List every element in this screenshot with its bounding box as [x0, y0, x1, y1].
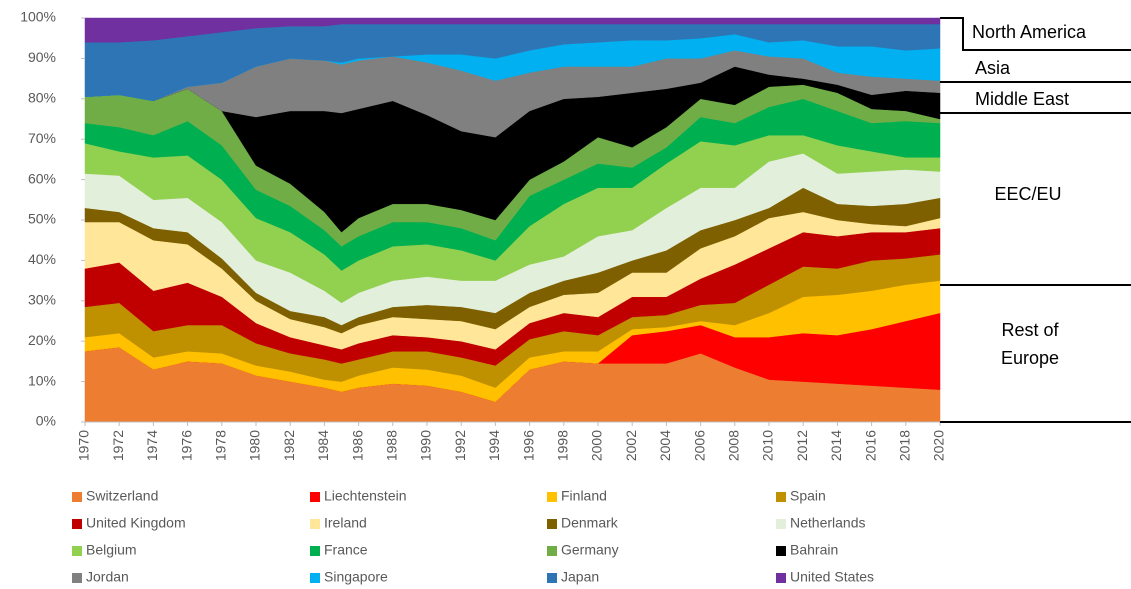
legend-label: Switzerland — [86, 488, 158, 504]
legend-swatch — [310, 492, 320, 502]
bracket — [940, 17, 1131, 51]
x-tick-label: 1996 — [520, 430, 536, 461]
legend-swatch — [547, 546, 557, 556]
x-tick-label: 1976 — [178, 430, 194, 461]
x-tick-label: 2002 — [623, 430, 639, 461]
y-tick-label: 20% — [28, 332, 56, 348]
x-tick-label: 2000 — [589, 430, 605, 461]
x-tick-label: 2008 — [726, 430, 742, 461]
legend-swatch — [547, 519, 557, 529]
legend-label: Spain — [790, 488, 826, 504]
y-tick-label: 80% — [28, 90, 56, 106]
region-label: Asia — [975, 58, 1011, 78]
legend-label: Singapore — [324, 569, 388, 585]
legend-swatch — [776, 519, 786, 529]
x-tick-label: 1972 — [110, 430, 126, 461]
legend-swatch — [72, 573, 82, 583]
region-label: Middle East — [975, 89, 1069, 109]
x-tick-label: 2018 — [897, 430, 913, 461]
y-tick-label: 10% — [28, 372, 56, 388]
y-tick-label: 90% — [28, 49, 56, 65]
y-tick-label: 70% — [28, 130, 56, 146]
legend-label: United States — [790, 569, 874, 585]
legend-swatch — [310, 546, 320, 556]
legend-swatch — [310, 573, 320, 583]
legend-swatch — [310, 519, 320, 529]
region-label: Rest of — [1001, 320, 1059, 340]
legend-label: Finland — [561, 488, 607, 504]
x-tick-label: 2004 — [657, 430, 673, 461]
legend-swatch — [547, 492, 557, 502]
x-tick-label: 1974 — [144, 430, 160, 461]
x-tick-label: 1978 — [213, 430, 229, 461]
y-tick-label: 40% — [28, 251, 56, 267]
legend-label: Denmark — [561, 515, 619, 531]
y-tick-label: 100% — [20, 9, 56, 25]
region-label: Europe — [1001, 348, 1059, 368]
x-tick-label: 2006 — [691, 430, 707, 461]
x-tick-label: 1980 — [247, 430, 263, 461]
region-brackets — [940, 17, 1131, 423]
y-tick-label: 0% — [36, 413, 56, 429]
region-label: EEC/EU — [994, 184, 1061, 204]
x-tick-label: 1988 — [384, 430, 400, 461]
x-tick-label: 1970 — [76, 430, 92, 461]
legend-swatch — [776, 492, 786, 502]
x-tick-label: 1986 — [349, 430, 365, 461]
legend-swatch — [72, 519, 82, 529]
legend-label: Ireland — [324, 515, 367, 531]
legend-swatch — [72, 546, 82, 556]
x-tick-label: 2010 — [760, 430, 776, 461]
legend-label: France — [324, 542, 368, 558]
x-tick-label: 1982 — [281, 430, 297, 461]
y-tick-label: 50% — [28, 211, 56, 227]
legend-label: Belgium — [86, 542, 137, 558]
legend-label: Japan — [561, 569, 599, 585]
region-label: North America — [972, 22, 1087, 42]
x-tick-label: 1994 — [486, 430, 502, 461]
x-tick-label: 1992 — [452, 430, 468, 461]
area — [84, 17, 941, 43]
legend-label: Liechtenstein — [324, 488, 407, 504]
legend-swatch — [547, 573, 557, 583]
legend-swatch — [776, 546, 786, 556]
legend-swatch — [776, 573, 786, 583]
legend-label: Netherlands — [790, 515, 866, 531]
legend-label: Germany — [561, 542, 619, 558]
legend-swatch — [72, 492, 82, 502]
x-tick-label: 2014 — [828, 430, 844, 461]
x-tick-label: 2016 — [862, 430, 878, 461]
x-tick-label: 1998 — [555, 430, 571, 461]
x-tick-label: 1990 — [418, 430, 434, 461]
legend-label: United Kingdom — [86, 515, 186, 531]
legend-label: Bahrain — [790, 542, 838, 558]
legend-label: Jordan — [86, 569, 129, 585]
x-tick-label: 2012 — [794, 430, 810, 461]
y-tick-label: 30% — [28, 292, 56, 308]
x-tick-label: 2020 — [931, 430, 947, 461]
x-tick-label: 1984 — [315, 430, 331, 461]
y-tick-label: 60% — [28, 170, 56, 186]
